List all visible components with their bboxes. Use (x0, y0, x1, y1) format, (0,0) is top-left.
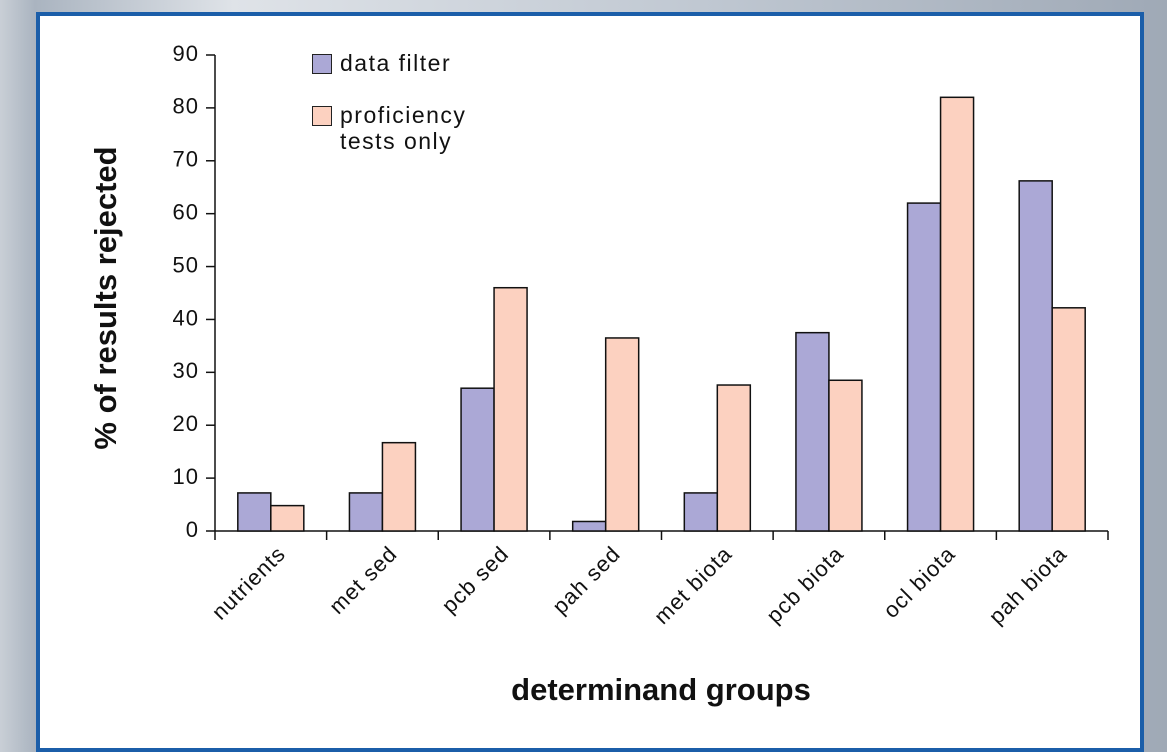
legend-swatch (312, 54, 332, 74)
bar (606, 338, 639, 531)
x-tick-label: ocl biota (878, 541, 960, 623)
y-tick-label: 50 (173, 252, 199, 277)
x-tick-label: met sed (324, 541, 402, 619)
y-tick-label: 0 (186, 517, 199, 542)
bar (238, 493, 271, 531)
y-tick-label: 60 (173, 199, 199, 224)
x-tick-label: pah sed (547, 541, 625, 619)
bar (349, 493, 382, 531)
y-tick-label: 70 (173, 147, 199, 172)
y-tick-label: 20 (173, 411, 199, 436)
y-tick-label: 10 (173, 464, 199, 489)
x-tick-label: pcb biota (761, 541, 848, 628)
chart: % of results rejected determinand groups… (0, 0, 1167, 729)
bar (573, 521, 606, 531)
legend-entry: proficiency tests only (312, 102, 505, 154)
y-tick-label: 80 (173, 94, 199, 119)
bar (271, 506, 304, 531)
y-tick-label: 40 (173, 305, 199, 330)
bar (461, 388, 494, 531)
legend-label: data filter (340, 50, 451, 76)
page: {"chart_data": {"type": "bar", "xlabel":… (0, 0, 1167, 729)
x-tick-label: nutrients (207, 541, 291, 625)
legend: data filter proficiency tests only (312, 50, 505, 180)
legend-entry: data filter (312, 50, 505, 76)
y-axis-label: % of results rejected (88, 146, 123, 449)
x-axis-label: determinand groups (511, 672, 811, 707)
bar (796, 333, 829, 531)
x-tick-label: pcb sed (437, 541, 514, 618)
legend-label: proficiency tests only (340, 102, 505, 154)
x-tick-label: met biota (649, 541, 737, 629)
bar (908, 203, 941, 531)
bar (941, 97, 974, 531)
bar (1019, 181, 1052, 531)
bar (494, 288, 527, 531)
bar (684, 493, 717, 531)
bar (717, 385, 750, 531)
bar (829, 380, 862, 531)
bar (1052, 308, 1085, 531)
y-tick-label: 30 (173, 358, 199, 383)
y-tick-label: 90 (173, 41, 199, 66)
x-tick-label: pah biota (984, 541, 1072, 629)
bar (382, 443, 415, 531)
legend-swatch (312, 106, 332, 126)
